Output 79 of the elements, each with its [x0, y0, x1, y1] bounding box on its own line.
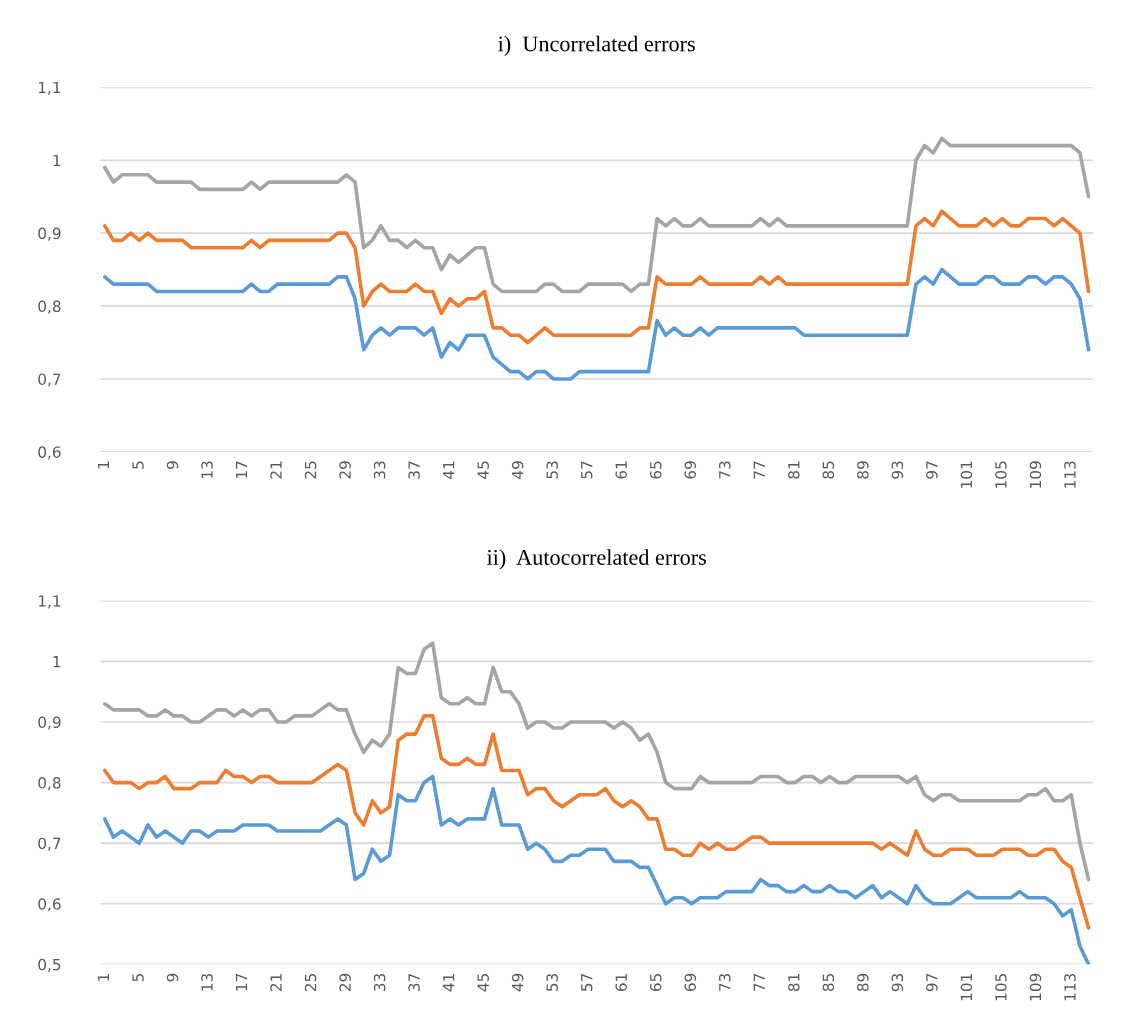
x-tick-label: 25 — [304, 461, 317, 479]
x-tick-label: 73 — [719, 461, 731, 479]
x-tick-label: 1 — [97, 974, 110, 981]
x-tick-label: 105 — [995, 974, 1007, 1001]
x-tick-label: 25 — [304, 974, 317, 992]
x-tick-label: 17 — [235, 461, 248, 478]
x-tick-label: 81 — [788, 974, 800, 992]
y-tick-label: 0,8 — [38, 300, 61, 314]
x-tick-label: 93 — [891, 461, 904, 479]
line-series — [102, 714, 1091, 930]
x-tick-label: 89 — [857, 973, 869, 992]
x-tick-label: 9 — [166, 461, 179, 469]
x-tick-label: 49 — [511, 973, 524, 992]
y-tick-label: 0,7 — [38, 837, 61, 851]
y-tick-label: 0,6 — [38, 446, 61, 460]
x-tick-label: 101 — [960, 461, 973, 488]
x-tick-label: 89 — [857, 461, 869, 479]
x-tick-label: 45 — [477, 461, 489, 479]
x-tick-label: 17 — [235, 973, 248, 991]
y-tick-label: 1,1 — [38, 81, 61, 95]
x-tick-label: 65 — [649, 974, 662, 992]
y-tick-label: 1 — [53, 656, 61, 668]
x-tick-label: 49 — [511, 461, 524, 479]
x-tick-label: 5 — [132, 461, 144, 469]
x-tick-label: 29 — [339, 461, 351, 479]
x-tick-label: 61 — [615, 974, 627, 992]
x-tick-label: 41 — [443, 974, 455, 992]
x-tick-label: 37 — [408, 973, 420, 991]
x-tick-label: 53 — [546, 461, 558, 479]
x-tick-label: 57 — [581, 461, 593, 479]
x-tick-label: 57 — [581, 973, 593, 991]
x-tick-label: 61 — [615, 461, 627, 479]
x-tick-label: 13 — [201, 461, 213, 478]
y-tick-label: 0,8 — [38, 777, 61, 791]
line-series — [102, 641, 1091, 882]
x-tick-label: 69 — [684, 973, 697, 992]
x-tick-label: 109 — [1029, 973, 1042, 1001]
line-series — [102, 209, 1091, 345]
x-tick-label: 101 — [960, 974, 973, 1001]
x-tick-label: 97 — [926, 973, 938, 992]
x-tick-label: 41 — [443, 461, 455, 479]
x-tick-label: 69 — [684, 461, 697, 479]
x-tick-label: 85 — [822, 461, 835, 479]
line-series — [102, 267, 1091, 381]
line-series — [102, 774, 1091, 965]
x-tick-label: 53 — [546, 973, 558, 991]
x-tick-label: 33 — [373, 461, 386, 479]
y-tick-label: 0,5 — [38, 958, 61, 972]
y-tick-label: 0,6 — [38, 898, 61, 912]
x-tick-label: 9 — [166, 973, 179, 982]
x-tick-label: 33 — [373, 973, 386, 991]
x-tick-label: 21 — [270, 974, 282, 992]
x-tick-label: 5 — [132, 974, 144, 982]
y-tick-label: 1,1 — [38, 595, 61, 609]
x-tick-label: 113 — [1064, 461, 1076, 488]
y-tick-label: 1 — [53, 154, 61, 167]
x-tick-label: 1 — [97, 461, 110, 469]
line-series — [102, 136, 1091, 294]
chart-title: ii) Autocorrelated errors — [487, 549, 707, 570]
chart-title: i) Uncorrelated errors — [498, 35, 695, 56]
y-tick-label: 0,9 — [38, 227, 61, 241]
x-tick-label: 77 — [753, 973, 765, 991]
x-tick-label: 97 — [926, 461, 938, 479]
x-tick-label: 45 — [477, 974, 489, 992]
x-tick-label: 93 — [891, 973, 904, 992]
x-tick-label: 37 — [408, 461, 420, 479]
x-tick-label: 21 — [270, 461, 282, 479]
x-tick-label: 105 — [995, 461, 1007, 488]
x-tick-label: 13 — [201, 973, 213, 991]
x-tick-label: 77 — [753, 461, 765, 479]
x-tick-label: 29 — [339, 973, 351, 992]
x-tick-label: 109 — [1029, 461, 1042, 488]
x-tick-label: 65 — [649, 461, 662, 479]
y-tick-label: 0,9 — [38, 716, 61, 730]
x-tick-label: 81 — [788, 461, 800, 479]
x-tick-label: 73 — [719, 973, 731, 991]
x-tick-label: 113 — [1064, 973, 1076, 1001]
y-tick-label: 0,7 — [38, 373, 61, 387]
x-tick-label: 85 — [822, 974, 835, 992]
